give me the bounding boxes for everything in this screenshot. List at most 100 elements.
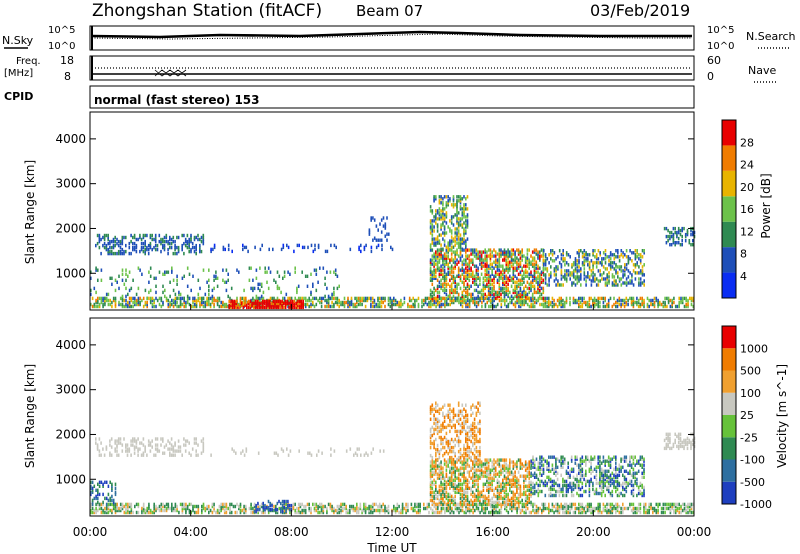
heatmap-cell [193, 441, 196, 445]
heatmap-cell [282, 245, 285, 250]
heatmap-cell [539, 272, 541, 276]
heatmap-cell [109, 451, 111, 455]
heatmap-cell [110, 251, 113, 256]
heatmap-cell [624, 267, 626, 271]
heatmap-cell [447, 482, 449, 486]
heatmap-cell [442, 476, 444, 480]
heatmap-cell [674, 230, 676, 235]
heatmap-cell [443, 227, 446, 231]
heatmap-cell [114, 302, 117, 307]
heatmap-cell [521, 268, 523, 272]
heatmap-cell [672, 239, 675, 243]
heatmap-cell [333, 243, 336, 248]
heatmap-cell [137, 302, 140, 307]
date-label: 03/Feb/2019 [590, 1, 690, 20]
heatmap-cell [442, 488, 444, 492]
heatmap-cell [273, 278, 275, 282]
heatmap-cell [437, 298, 439, 303]
heatmap-cell [111, 508, 113, 513]
heatmap-cell [456, 199, 458, 203]
heatmap-cell [447, 282, 449, 286]
heatmap-cell [581, 510, 584, 515]
heatmap-cell [443, 274, 446, 278]
heatmap-cell [186, 504, 189, 509]
heatmap-cell [130, 453, 132, 457]
heatmap-cell [412, 304, 414, 309]
heatmap-cell [646, 304, 649, 309]
heatmap-cell [550, 271, 552, 275]
heatmap-cell [177, 235, 180, 240]
heatmap-cell [281, 509, 284, 514]
heatmap-cell [667, 298, 670, 303]
heatmap-cell [516, 296, 518, 301]
heatmap-cell [660, 510, 663, 515]
heatmap-cell [557, 265, 559, 269]
heatmap-cell [539, 266, 541, 270]
heatmap-cell [500, 464, 502, 468]
heatmap-cell [477, 254, 479, 258]
heatmap-cell [526, 302, 529, 307]
heatmap-cell [450, 478, 453, 482]
heatmap-cell [484, 458, 486, 462]
heatmap-cell [634, 271, 637, 275]
heatmap-cell [133, 245, 136, 250]
heatmap-cell [202, 445, 205, 449]
heatmap-cell [132, 278, 134, 282]
heatmap-cell [274, 299, 276, 304]
heatmap-cell [429, 460, 432, 464]
heatmap-cell [558, 296, 561, 301]
heatmap-cell [282, 506, 284, 511]
heatmap-cell [438, 472, 441, 476]
heatmap-cell [447, 241, 449, 245]
heatmap-cell [533, 278, 536, 282]
heatmap-cell [178, 296, 180, 301]
heatmap-cell [474, 302, 476, 307]
heatmap-cell [125, 249, 127, 254]
heatmap-cell [125, 502, 127, 507]
heatmap-cell [103, 235, 106, 240]
heatmap-cell [567, 504, 569, 509]
heatmap-cell [340, 508, 342, 513]
heatmap-cell [436, 496, 439, 501]
heatmap-cell [170, 437, 173, 441]
heatmap-cell [236, 502, 238, 507]
heatmap-cell [517, 266, 520, 270]
heatmap-cell [533, 266, 536, 270]
heatmap-cell [687, 504, 689, 509]
heatmap-cell [634, 265, 637, 269]
heatmap-cell [489, 258, 492, 262]
heatmap-cell [345, 449, 348, 453]
heatmap-cell [480, 472, 483, 476]
heatmap-cell [463, 239, 465, 243]
heatmap-cell [687, 302, 689, 307]
heatmap-cell [204, 300, 207, 305]
heatmap-cell [169, 506, 171, 511]
heatmap-cell [449, 258, 451, 262]
heatmap-cell [523, 254, 525, 258]
heatmap-cell [479, 498, 481, 503]
heatmap-cell [611, 304, 614, 309]
heatmap-cell [241, 296, 244, 301]
heatmap-cell [563, 506, 566, 511]
heatmap-cell [125, 268, 127, 272]
heatmap-cell [457, 231, 460, 235]
heatmap-cell [479, 282, 481, 286]
heatmap-cell [170, 241, 173, 246]
heatmap-cell [449, 260, 451, 264]
heatmap-cell [370, 216, 372, 220]
heatmap-cell [502, 272, 504, 276]
heatmap-cell [193, 296, 196, 301]
heatmap-cell [373, 298, 376, 303]
heatmap-cell [149, 296, 152, 301]
heatmap-cell [516, 298, 518, 303]
heatmap-cell [676, 241, 678, 245]
heatmap-cell [463, 482, 465, 486]
heatmap-cell [296, 243, 299, 248]
heatmap-cell [144, 445, 146, 449]
heatmap-cell [505, 274, 508, 278]
heatmap-cell [282, 449, 285, 453]
heatmap-cell [516, 248, 518, 252]
heatmap-cell [384, 298, 386, 303]
heatmap-cell [517, 292, 520, 297]
heatmap-cell [609, 267, 612, 271]
